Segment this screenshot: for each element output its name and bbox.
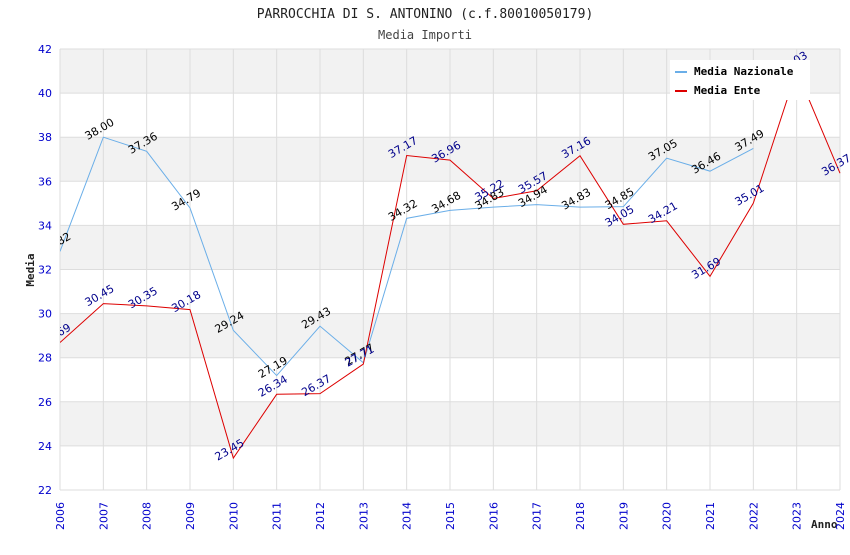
x-tick-label: 2011 xyxy=(271,502,284,530)
y-axis-label: Media xyxy=(24,253,37,286)
x-tick-label: 2024 xyxy=(834,502,847,530)
x-tick-label: 2023 xyxy=(791,502,804,530)
y-tick-label: 26 xyxy=(38,396,52,409)
y-tick-label: 30 xyxy=(38,308,52,321)
x-tick-label: 2021 xyxy=(704,502,717,530)
legend-label-media-ente: Media Ente xyxy=(694,84,761,97)
x-axis-label: Anno xyxy=(811,518,838,531)
x-tick-label: 2007 xyxy=(97,502,110,530)
x-tick-label: 2010 xyxy=(227,502,240,530)
grid-lines xyxy=(59,48,841,491)
series-line-media-nazionale xyxy=(60,136,754,377)
x-tick-label: 2016 xyxy=(487,502,500,530)
x-tick-label: 2013 xyxy=(357,502,370,530)
y-tick-label: 22 xyxy=(38,484,52,497)
series-line-media-ente xyxy=(60,68,841,460)
x-tick-label: 2006 xyxy=(54,502,67,530)
y-tick-label: 28 xyxy=(38,352,52,365)
x-tick-label: 2018 xyxy=(574,502,587,530)
y-tick-label: 42 xyxy=(38,43,52,56)
x-tick-label: 2014 xyxy=(401,502,414,530)
x-tick-label: 2008 xyxy=(141,502,154,530)
x-tick-label: 2020 xyxy=(661,502,674,530)
series-lines xyxy=(60,68,841,460)
legend: Media Nazionale Media Ente xyxy=(670,60,810,100)
y-tick-label: 32 xyxy=(38,264,52,277)
x-tick-label: 2017 xyxy=(531,502,544,530)
x-tick-label: 2019 xyxy=(617,502,630,530)
chart-subtitle: Media Importi xyxy=(378,28,472,42)
legend-label-media-nazionale: Media Nazionale xyxy=(694,65,794,78)
y-tick-label: 38 xyxy=(38,131,52,144)
y-tick-label: 34 xyxy=(38,219,52,232)
y-tick-label: 36 xyxy=(38,175,52,188)
chart-title: PARROCCHIA DI S. ANTONINO (c.f.800100501… xyxy=(257,7,594,22)
x-tick-labels: 2006 2007 2008 2009 2010 2011 2012 2013 2014 2015… xyxy=(54,502,847,530)
x-tick-label: 2012 xyxy=(314,502,327,530)
x-tick-label: 2022 xyxy=(747,502,760,530)
x-tick-label: 2009 xyxy=(184,502,197,530)
legend-box xyxy=(670,60,810,100)
y-tick-label: 24 xyxy=(38,440,52,453)
y-tick-label: 40 xyxy=(38,87,52,100)
x-tick-label: 2015 xyxy=(444,502,457,530)
y-tick-labels: 22 24 26 28 30 32 34 36 38 40 42 xyxy=(38,43,52,497)
